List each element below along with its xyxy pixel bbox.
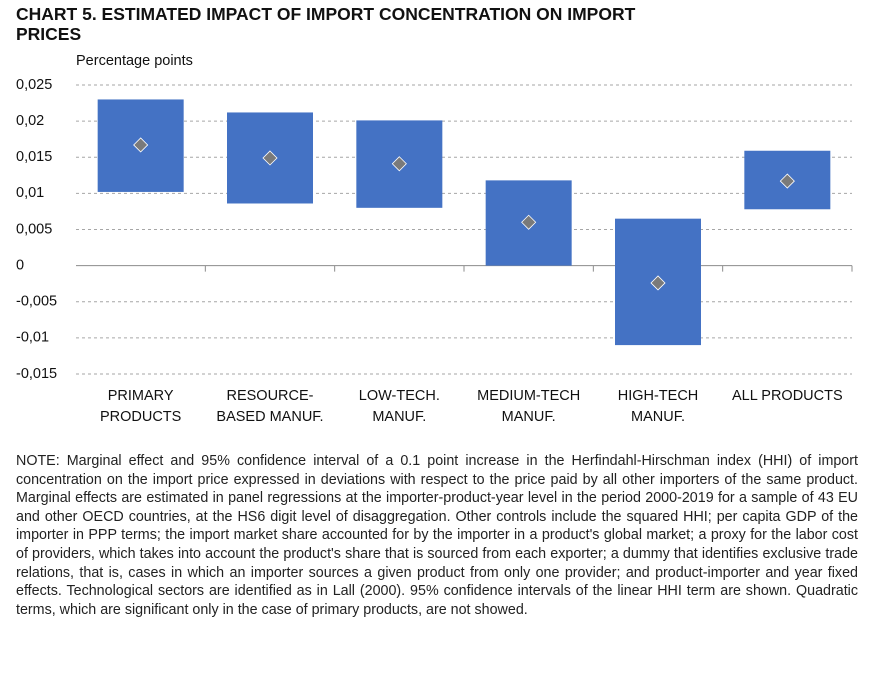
y-tick-label: -0,015 bbox=[16, 366, 57, 382]
y-tick-label: 0,015 bbox=[16, 149, 52, 165]
y-tick-label: -0,005 bbox=[16, 294, 57, 310]
y-tick-label: 0,025 bbox=[16, 77, 52, 93]
y-tick-label: -0,01 bbox=[16, 330, 49, 346]
chart: Percentage points -0,015 -0,01 -0,005 0 0,00… bbox=[16, 53, 853, 425]
x-tick-label: PRODUCTS bbox=[100, 409, 181, 425]
estimate-marker bbox=[779, 173, 795, 189]
estimate-marker bbox=[650, 275, 666, 291]
x-tick-label: HIGH-TECH bbox=[618, 388, 699, 404]
estimate-marker bbox=[262, 150, 278, 166]
y-tick-label: 0 bbox=[16, 257, 24, 273]
estimate-marker bbox=[133, 137, 149, 153]
x-tick-label: PRIMARY bbox=[108, 388, 174, 404]
y-tick-label: 0,02 bbox=[16, 113, 44, 129]
x-tick-label: MANUF. bbox=[372, 409, 426, 425]
x-tick-label: MEDIUM-TECH bbox=[477, 388, 580, 404]
x-tick-label: BASED MANUF. bbox=[216, 409, 323, 425]
x-tick-label: MANUF. bbox=[502, 409, 556, 425]
y-tick-label: 0,01 bbox=[16, 185, 44, 201]
y-axis-label: Percentage points bbox=[76, 53, 193, 69]
y-tick-label: 0,005 bbox=[16, 221, 52, 237]
chart-title: CHART 5. ESTIMATED IMPACT OF IMPORT CONC… bbox=[16, 4, 636, 44]
x-tick-label: LOW-TECH. bbox=[359, 388, 440, 404]
estimate-marker bbox=[521, 214, 537, 230]
x-tick-label: ALL PRODUCTS bbox=[732, 388, 843, 404]
estimate-marker bbox=[391, 156, 407, 172]
x-tick-label: MANUF. bbox=[631, 409, 685, 425]
note: NOTE: Marginal effect and 95% confidence… bbox=[16, 453, 858, 618]
x-tick-label: RESOURCE- bbox=[226, 388, 313, 404]
